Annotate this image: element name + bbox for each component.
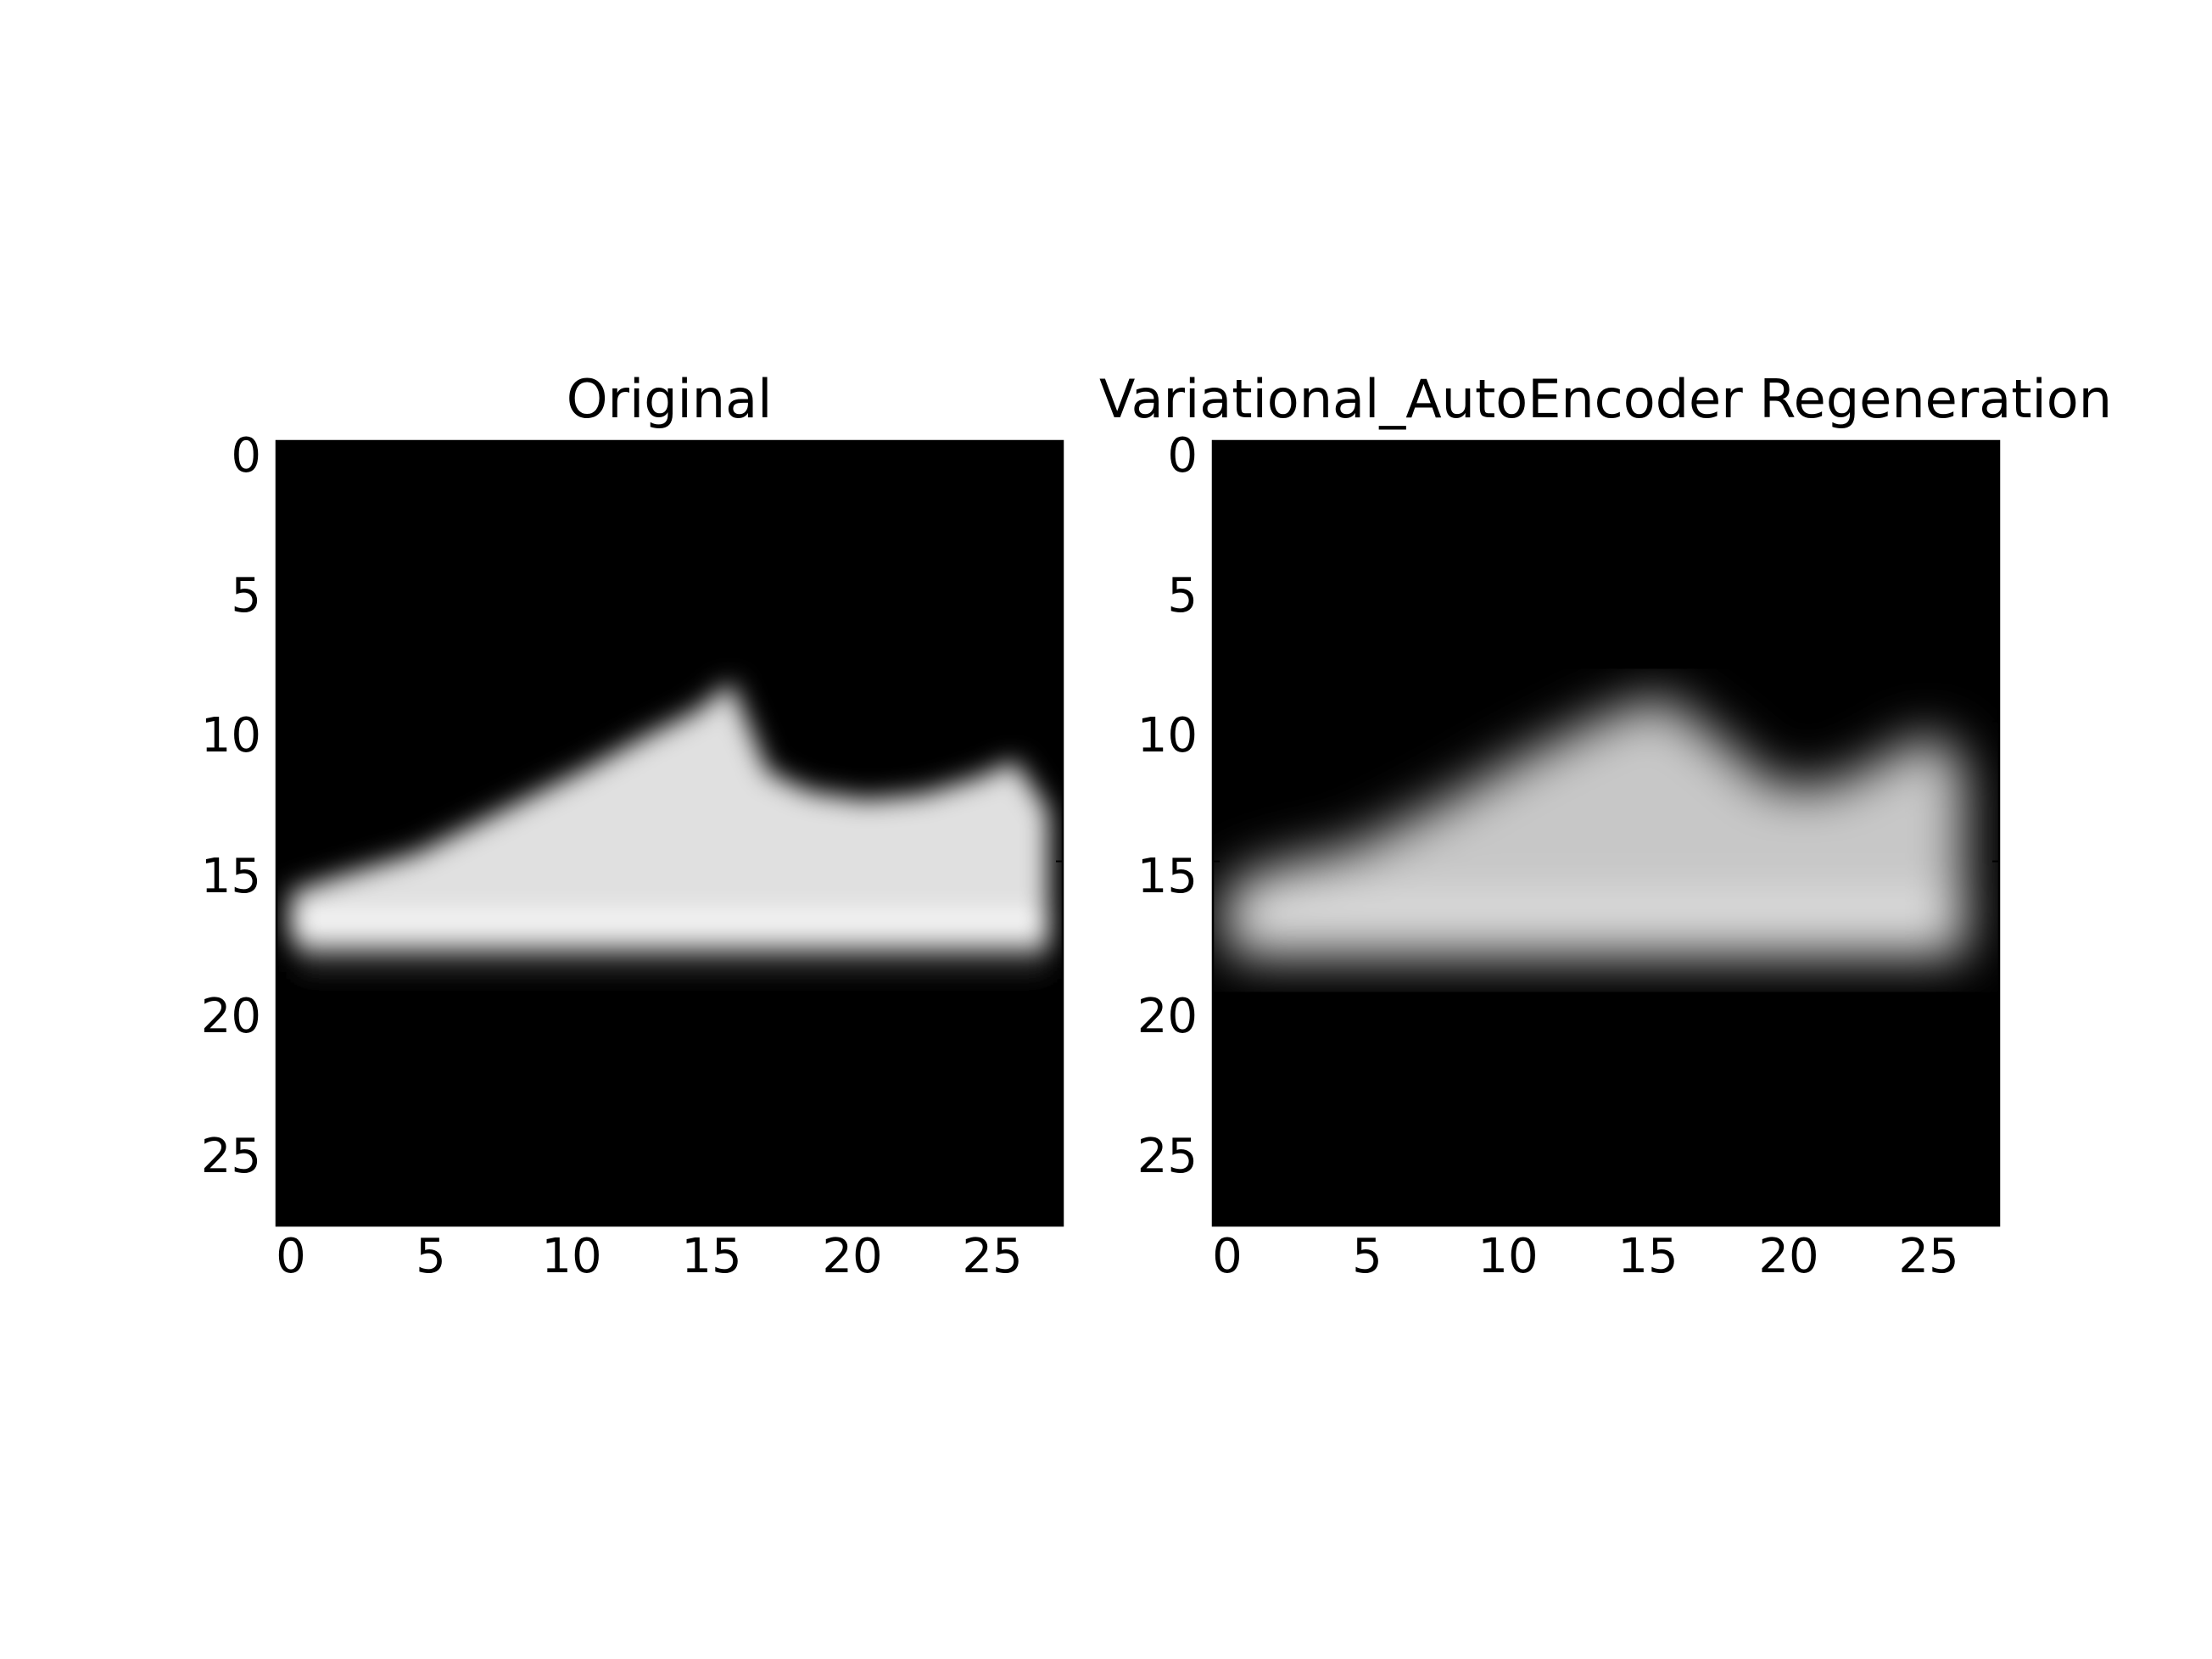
x-tick-label: 25 (962, 1229, 1022, 1284)
y-tick-label: 0 (1167, 428, 1198, 483)
image-content (1226, 695, 1966, 965)
y-tick-labels: 0 5 10 15 20 25 (201, 428, 261, 1184)
y-tick-label: 20 (1137, 989, 1198, 1044)
y-tick-label: 10 (201, 708, 261, 763)
x-tick-label: 0 (276, 1229, 306, 1284)
x-tick-label: 5 (1352, 1229, 1382, 1284)
x-tick-label: 5 (416, 1229, 446, 1284)
x-tick-label: 10 (1477, 1229, 1538, 1284)
x-tick-label: 15 (681, 1229, 741, 1284)
sneaker-sole (1226, 908, 1966, 943)
sole-shadow (299, 934, 1049, 971)
y-tick-label: 5 (1167, 568, 1198, 623)
x-tick-label: 20 (1758, 1229, 1818, 1284)
x-tick-label: 20 (822, 1229, 882, 1284)
tick-marks (276, 440, 1063, 1226)
y-tick-label: 5 (231, 568, 261, 623)
y-tick-label: 15 (201, 849, 261, 904)
x-tick-label: 0 (1212, 1229, 1243, 1284)
tick-marks (1212, 440, 1999, 1226)
y-tick-label: 0 (231, 428, 261, 483)
panel-title: Original (567, 368, 773, 430)
sneaker-shape (1226, 695, 1966, 965)
panel-original: Original 0 5 10 15 20 25 0 5 10 15 20 25 (201, 368, 1064, 1284)
image-content (290, 682, 1049, 971)
y-tick-label: 20 (201, 989, 261, 1044)
sneaker-upper (1226, 695, 1966, 918)
x-tick-label: 10 (541, 1229, 601, 1284)
axes-frame (1211, 439, 2001, 1227)
y-tick-label: 15 (1137, 849, 1198, 904)
y-tick-label: 10 (1137, 708, 1198, 763)
x-tick-labels: 0 5 10 15 20 25 (1212, 1229, 1958, 1284)
axes-frame (275, 439, 1064, 1227)
y-tick-labels: 0 5 10 15 20 25 (1137, 428, 1198, 1184)
x-tick-label: 15 (1617, 1229, 1678, 1284)
sneaker-shape (290, 682, 1049, 971)
y-tick-label: 25 (1137, 1129, 1198, 1184)
y-tick-label: 25 (201, 1129, 261, 1184)
sneaker-upper (290, 682, 1049, 915)
sneaker-sole (290, 914, 1049, 941)
x-tick-labels: 0 5 10 15 20 25 (276, 1229, 1022, 1284)
x-tick-label: 25 (1898, 1229, 1958, 1284)
panel-title: Variational_AutoEncoder Regeneration (1099, 368, 2112, 430)
panel-vae-regeneration: Variational_AutoEncoder Regeneration 0 5… (1099, 368, 2112, 1284)
